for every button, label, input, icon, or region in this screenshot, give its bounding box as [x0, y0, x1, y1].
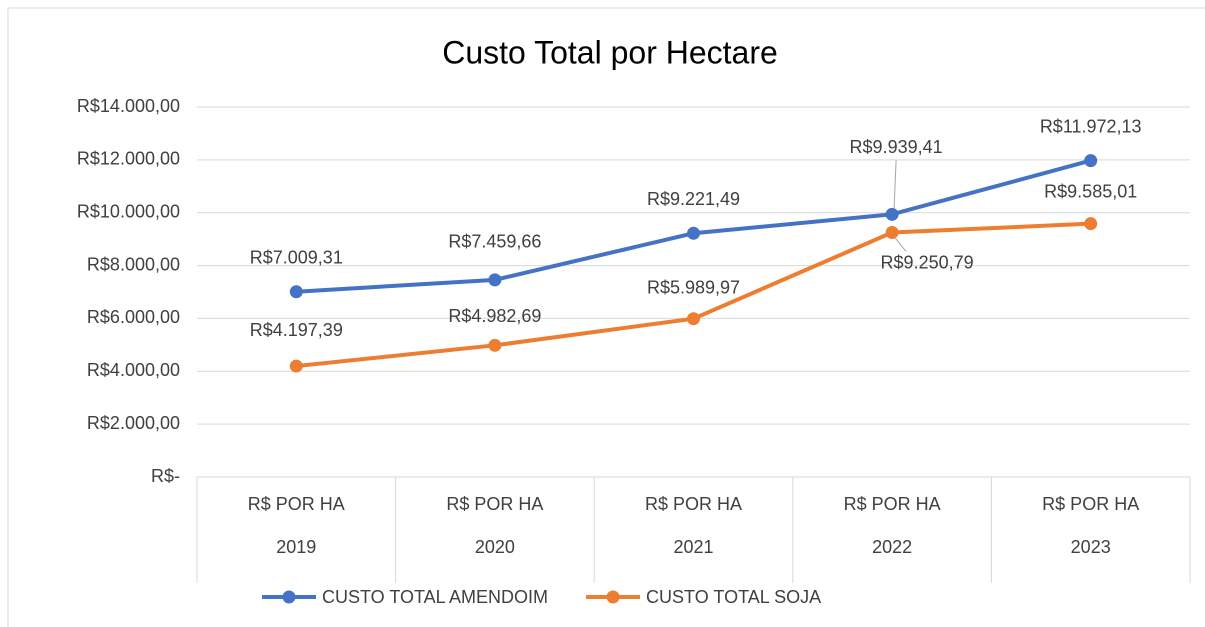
y-tick-label: R$8.000,00	[87, 254, 180, 274]
data-label: R$4.982,69	[448, 306, 541, 326]
x-tick-label: R$ POR HA	[645, 494, 742, 514]
chart-frame	[7, 7, 1205, 627]
y-tick-label: R$4.000,00	[87, 360, 180, 380]
x-tick-label: R$ POR HA	[446, 494, 543, 514]
data-label: R$9.939,41	[850, 137, 943, 157]
x-tick-label-year: 2019	[276, 537, 316, 557]
data-label: R$9.585,01	[1044, 181, 1137, 201]
legend-marker	[282, 590, 296, 604]
data-point	[687, 312, 700, 326]
y-tick-label: R$-	[151, 466, 180, 486]
data-point	[1084, 154, 1098, 168]
data-label: R$7.009,31	[250, 248, 343, 268]
data-label: R$11.972,13	[1040, 116, 1142, 136]
chart-title: Custo Total por Hectare	[442, 34, 778, 70]
y-tick-label: R$6.000,00	[87, 307, 180, 327]
y-tick-label: R$2.000,00	[87, 413, 180, 433]
leader-line	[893, 236, 907, 252]
data-point	[885, 226, 899, 240]
data-point	[1084, 217, 1098, 231]
x-tick-label-year: 2023	[1071, 537, 1111, 557]
x-tick-label: R$ POR HA	[1042, 494, 1139, 514]
data-point	[289, 285, 303, 299]
data-point	[488, 273, 502, 287]
legend-label: CUSTO TOTAL AMENDOIM	[322, 587, 548, 607]
data-point	[289, 359, 303, 373]
data-label: R$4.197,39	[250, 320, 343, 340]
x-tick-label: R$ POR HA	[248, 494, 345, 514]
data-label: R$9.221,49	[647, 189, 740, 209]
x-tick-label-year: 2020	[475, 537, 515, 557]
data-label: R$5.989,97	[647, 277, 740, 297]
data-label: R$9.250,79	[881, 252, 974, 272]
y-tick-label: R$10.000,00	[77, 201, 180, 221]
data-point	[687, 226, 700, 240]
x-tick-label-year: 2021	[673, 537, 713, 557]
legend-label: CUSTO TOTAL SOJA	[646, 587, 821, 607]
y-tick-label: R$12.000,00	[77, 149, 180, 169]
x-tick-label-year: 2022	[872, 537, 912, 557]
data-label: R$7.459,66	[448, 232, 541, 252]
y-tick-label: R$14.000,00	[77, 96, 180, 116]
data-point	[488, 338, 502, 352]
x-tick-label: R$ POR HA	[844, 494, 941, 514]
legend-marker	[606, 590, 620, 604]
data-point	[885, 207, 899, 221]
leader-line	[893, 160, 897, 209]
